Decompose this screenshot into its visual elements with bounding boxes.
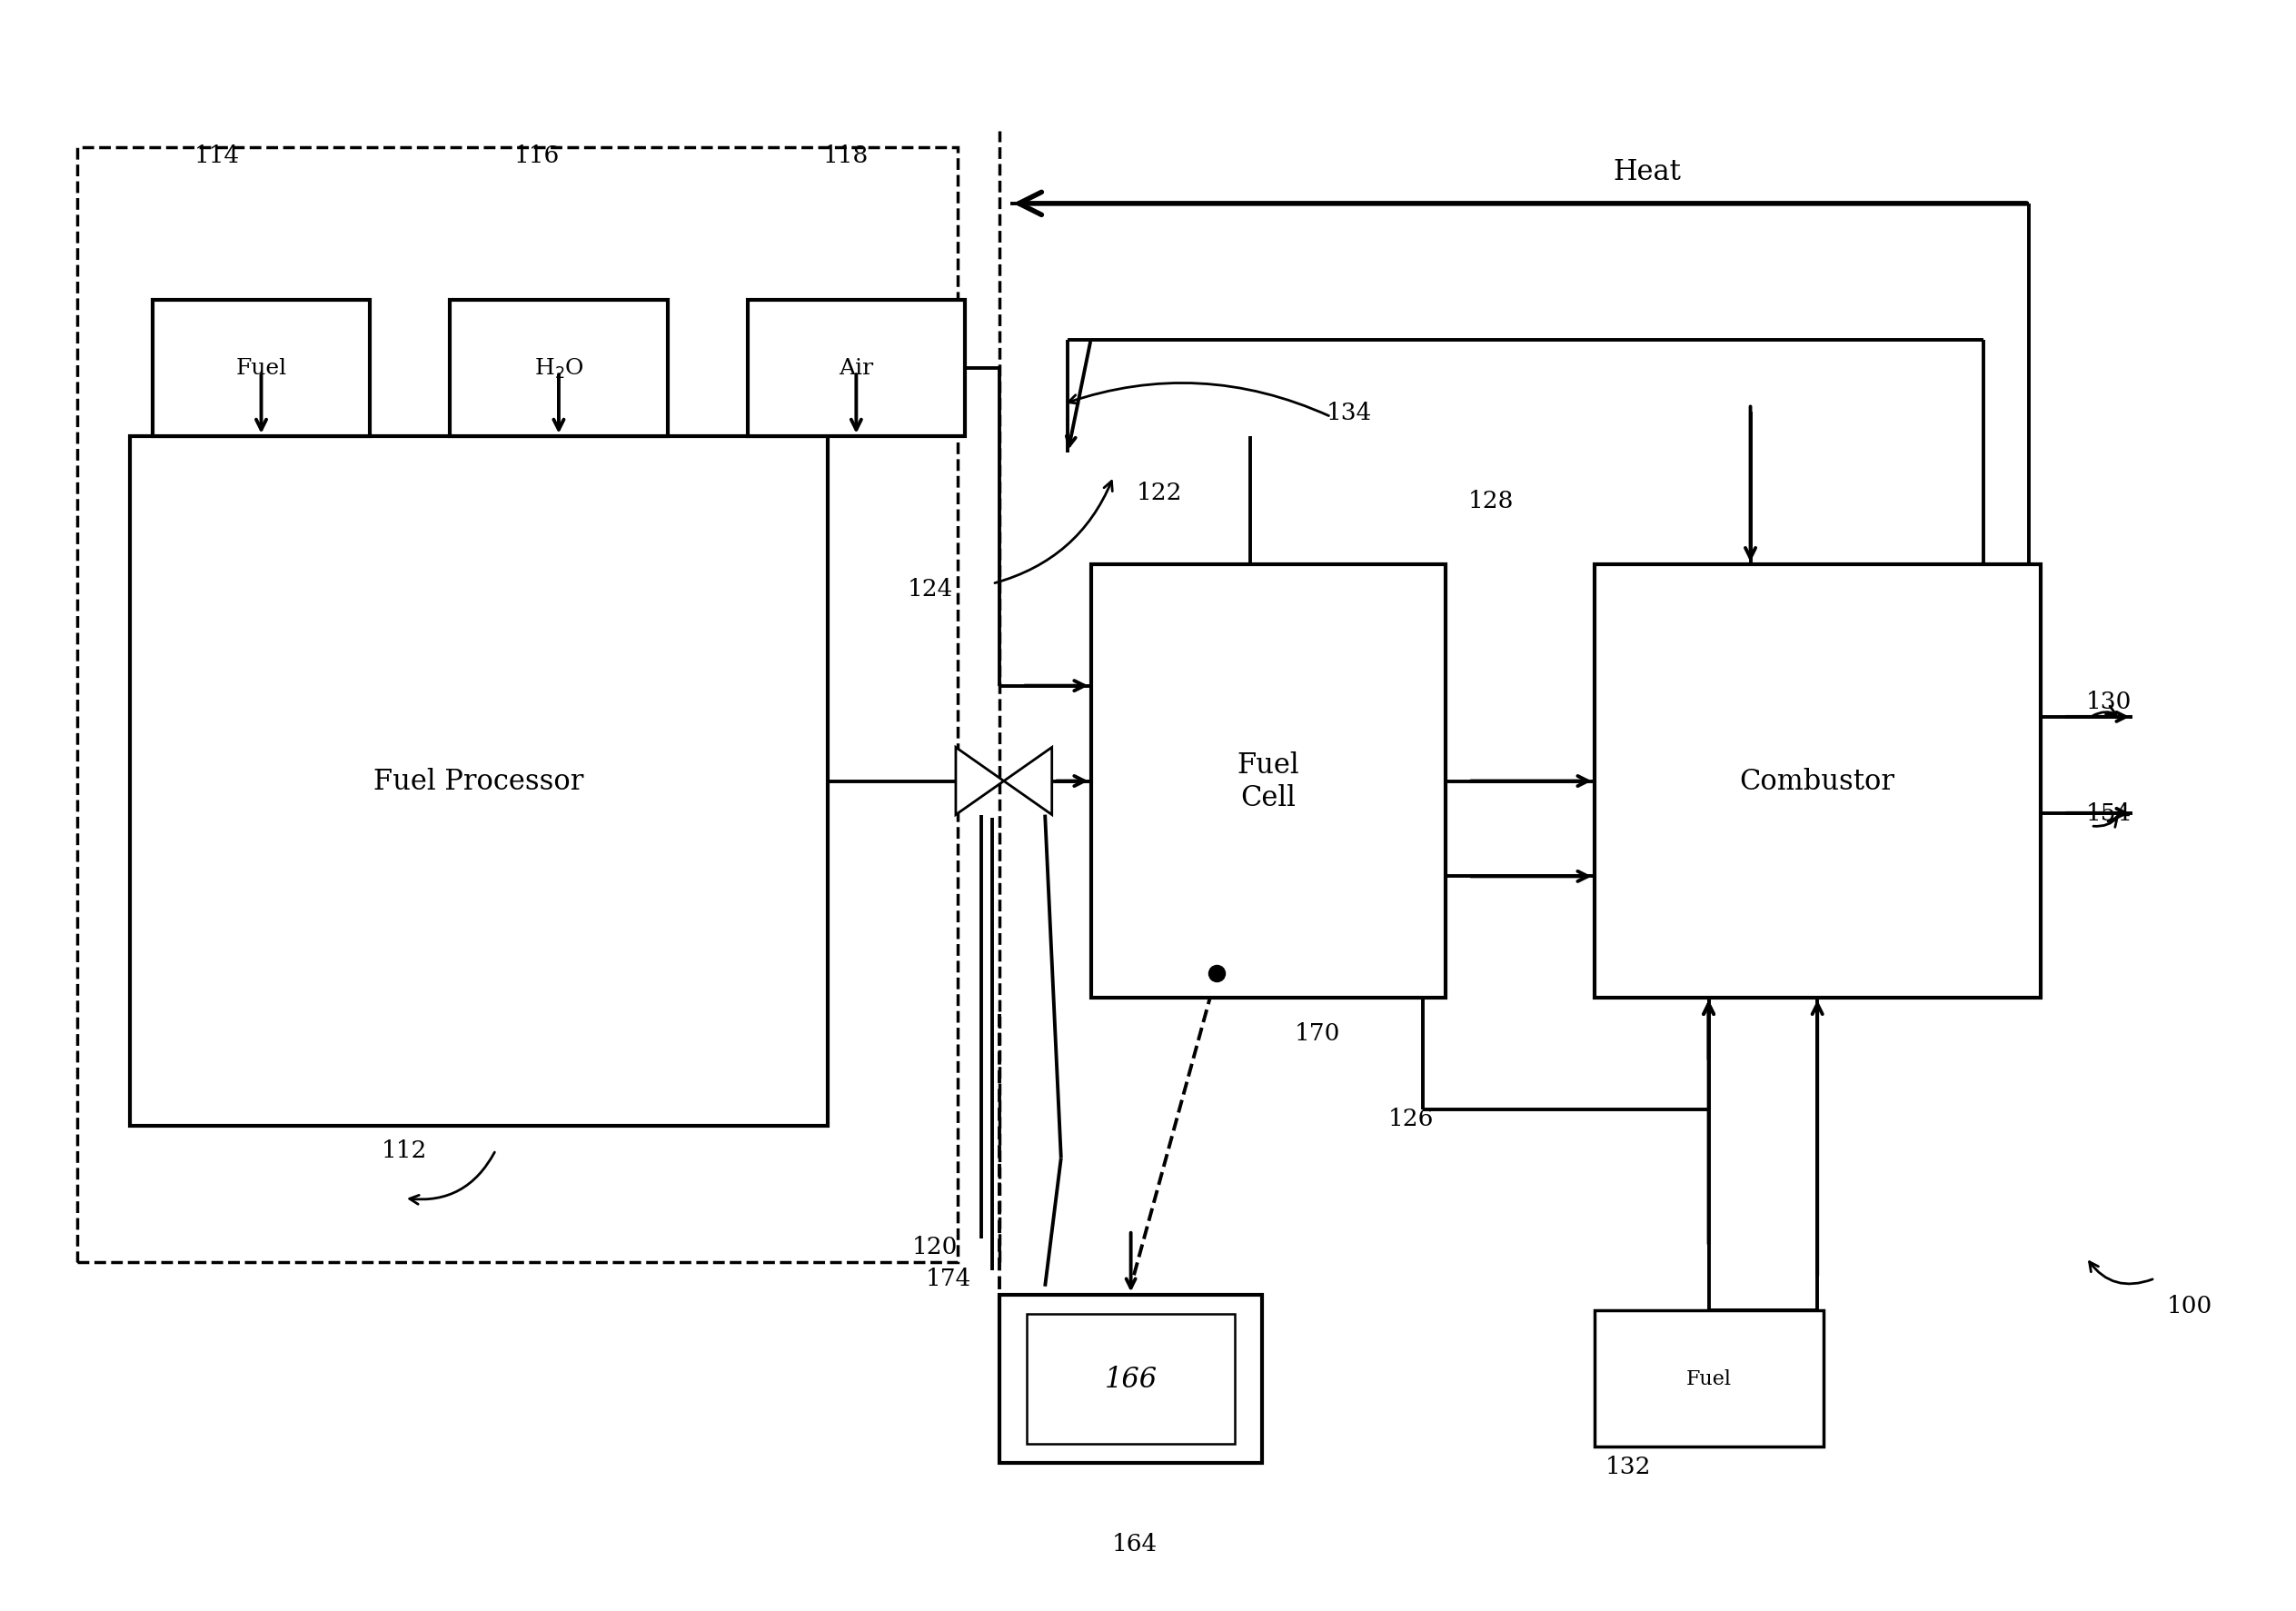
- Text: H$_2$O: H$_2$O: [533, 356, 583, 380]
- Text: 134: 134: [1327, 401, 1373, 424]
- Bar: [129, 437, 827, 1126]
- Text: 118: 118: [822, 145, 868, 168]
- Bar: [999, 1295, 1263, 1463]
- Text: 124: 124: [907, 578, 953, 601]
- Text: Fuel: Fuel: [1685, 1369, 1731, 1389]
- Text: 130: 130: [2087, 690, 2133, 712]
- Polygon shape: [1003, 748, 1052, 815]
- Text: Fuel
Cell: Fuel Cell: [1238, 751, 1300, 812]
- Text: Combustor: Combustor: [1740, 767, 1894, 796]
- Text: 116: 116: [514, 145, 560, 168]
- Text: Heat: Heat: [1612, 158, 1681, 187]
- Bar: [1091, 565, 1446, 997]
- Text: 100: 100: [2167, 1294, 2211, 1318]
- Text: 114: 114: [193, 145, 239, 168]
- Text: 112: 112: [381, 1139, 427, 1162]
- Bar: [748, 300, 964, 437]
- Text: Fuel: Fuel: [236, 358, 287, 379]
- Text: Fuel Processor: Fuel Processor: [374, 767, 583, 796]
- Polygon shape: [955, 748, 1003, 815]
- Text: 120: 120: [912, 1236, 957, 1258]
- Text: Air: Air: [838, 358, 872, 379]
- Text: 164: 164: [1111, 1532, 1157, 1555]
- Text: 170: 170: [1295, 1021, 1341, 1044]
- Text: 128: 128: [1469, 490, 1513, 512]
- Text: 174: 174: [925, 1268, 971, 1290]
- Text: 132: 132: [1605, 1455, 1651, 1477]
- Bar: [1026, 1315, 1235, 1443]
- Bar: [1593, 565, 2041, 997]
- Text: 126: 126: [1389, 1107, 1435, 1129]
- Text: 122: 122: [1137, 482, 1182, 504]
- Bar: [1593, 1311, 1823, 1447]
- Text: 154: 154: [2087, 802, 2133, 825]
- Text: 166: 166: [1104, 1365, 1157, 1394]
- Bar: [78, 148, 957, 1263]
- Bar: [450, 300, 668, 437]
- Bar: [152, 300, 370, 437]
